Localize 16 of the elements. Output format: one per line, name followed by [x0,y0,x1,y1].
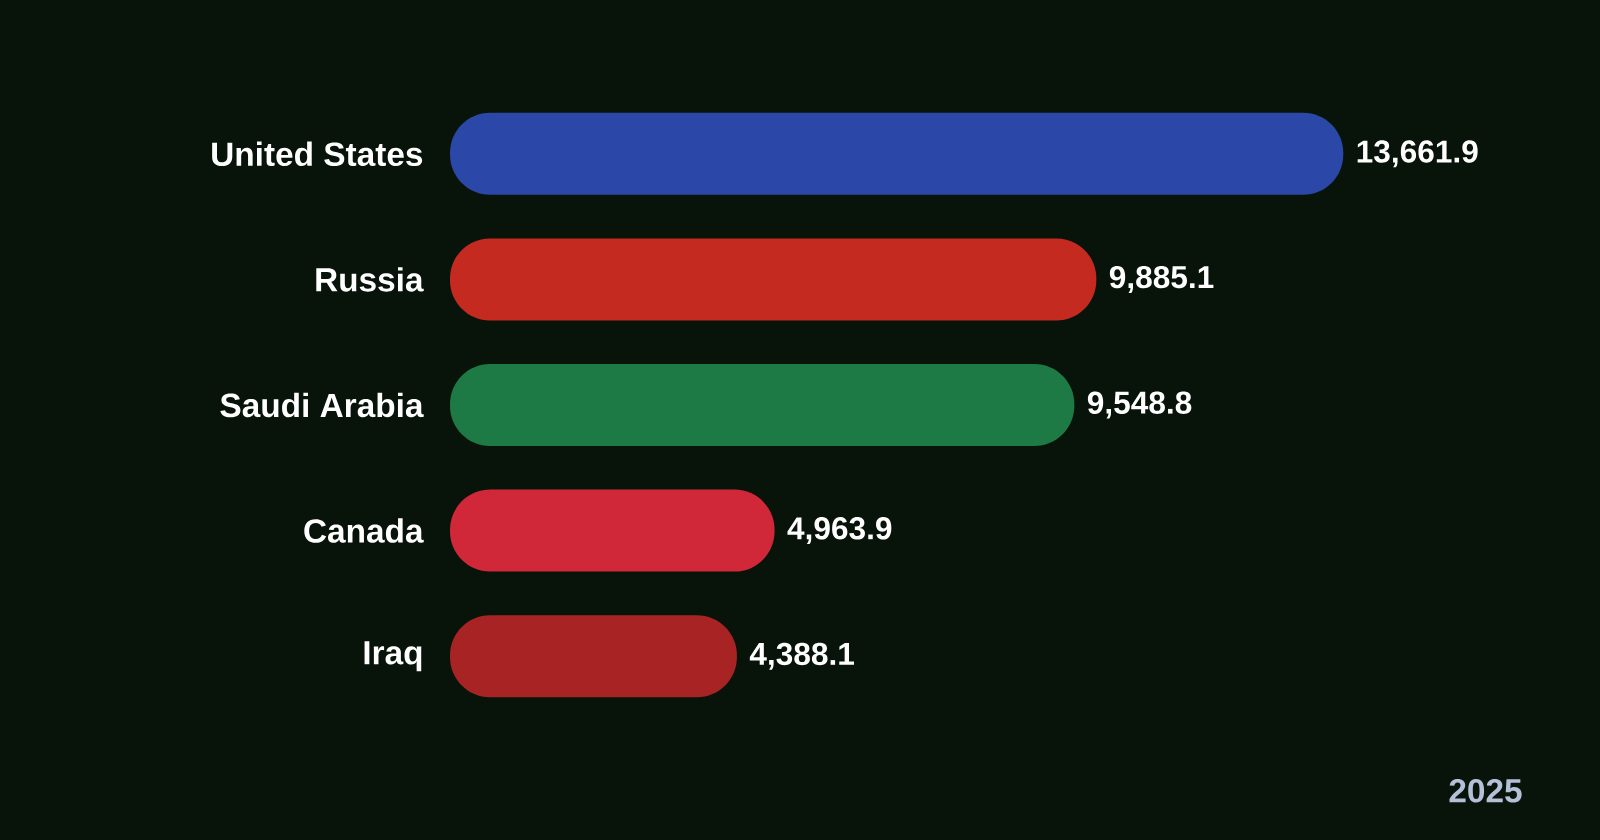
text: 2025 [1449,778,1522,803]
data-label: 13,661.9 [1357,140,1478,168]
data-label: 4,388.1 [749,642,854,670]
bar [450,364,1075,446]
bar [450,489,775,572]
y-tick-label: United States [212,141,423,167]
data-label: 9,548.8 [1087,391,1192,419]
y-tick-label: Canada [304,518,424,543]
bar [450,615,737,698]
data-label: 9,885.1 [1109,265,1214,293]
y-tick-label: Saudi Arabia [220,392,424,418]
data-label: 4,963.9 [787,517,892,545]
bar [450,238,1097,321]
bar [450,112,1344,195]
y-tick-label: Iraq [364,641,422,672]
y-tick-label: Russia [316,267,424,292]
